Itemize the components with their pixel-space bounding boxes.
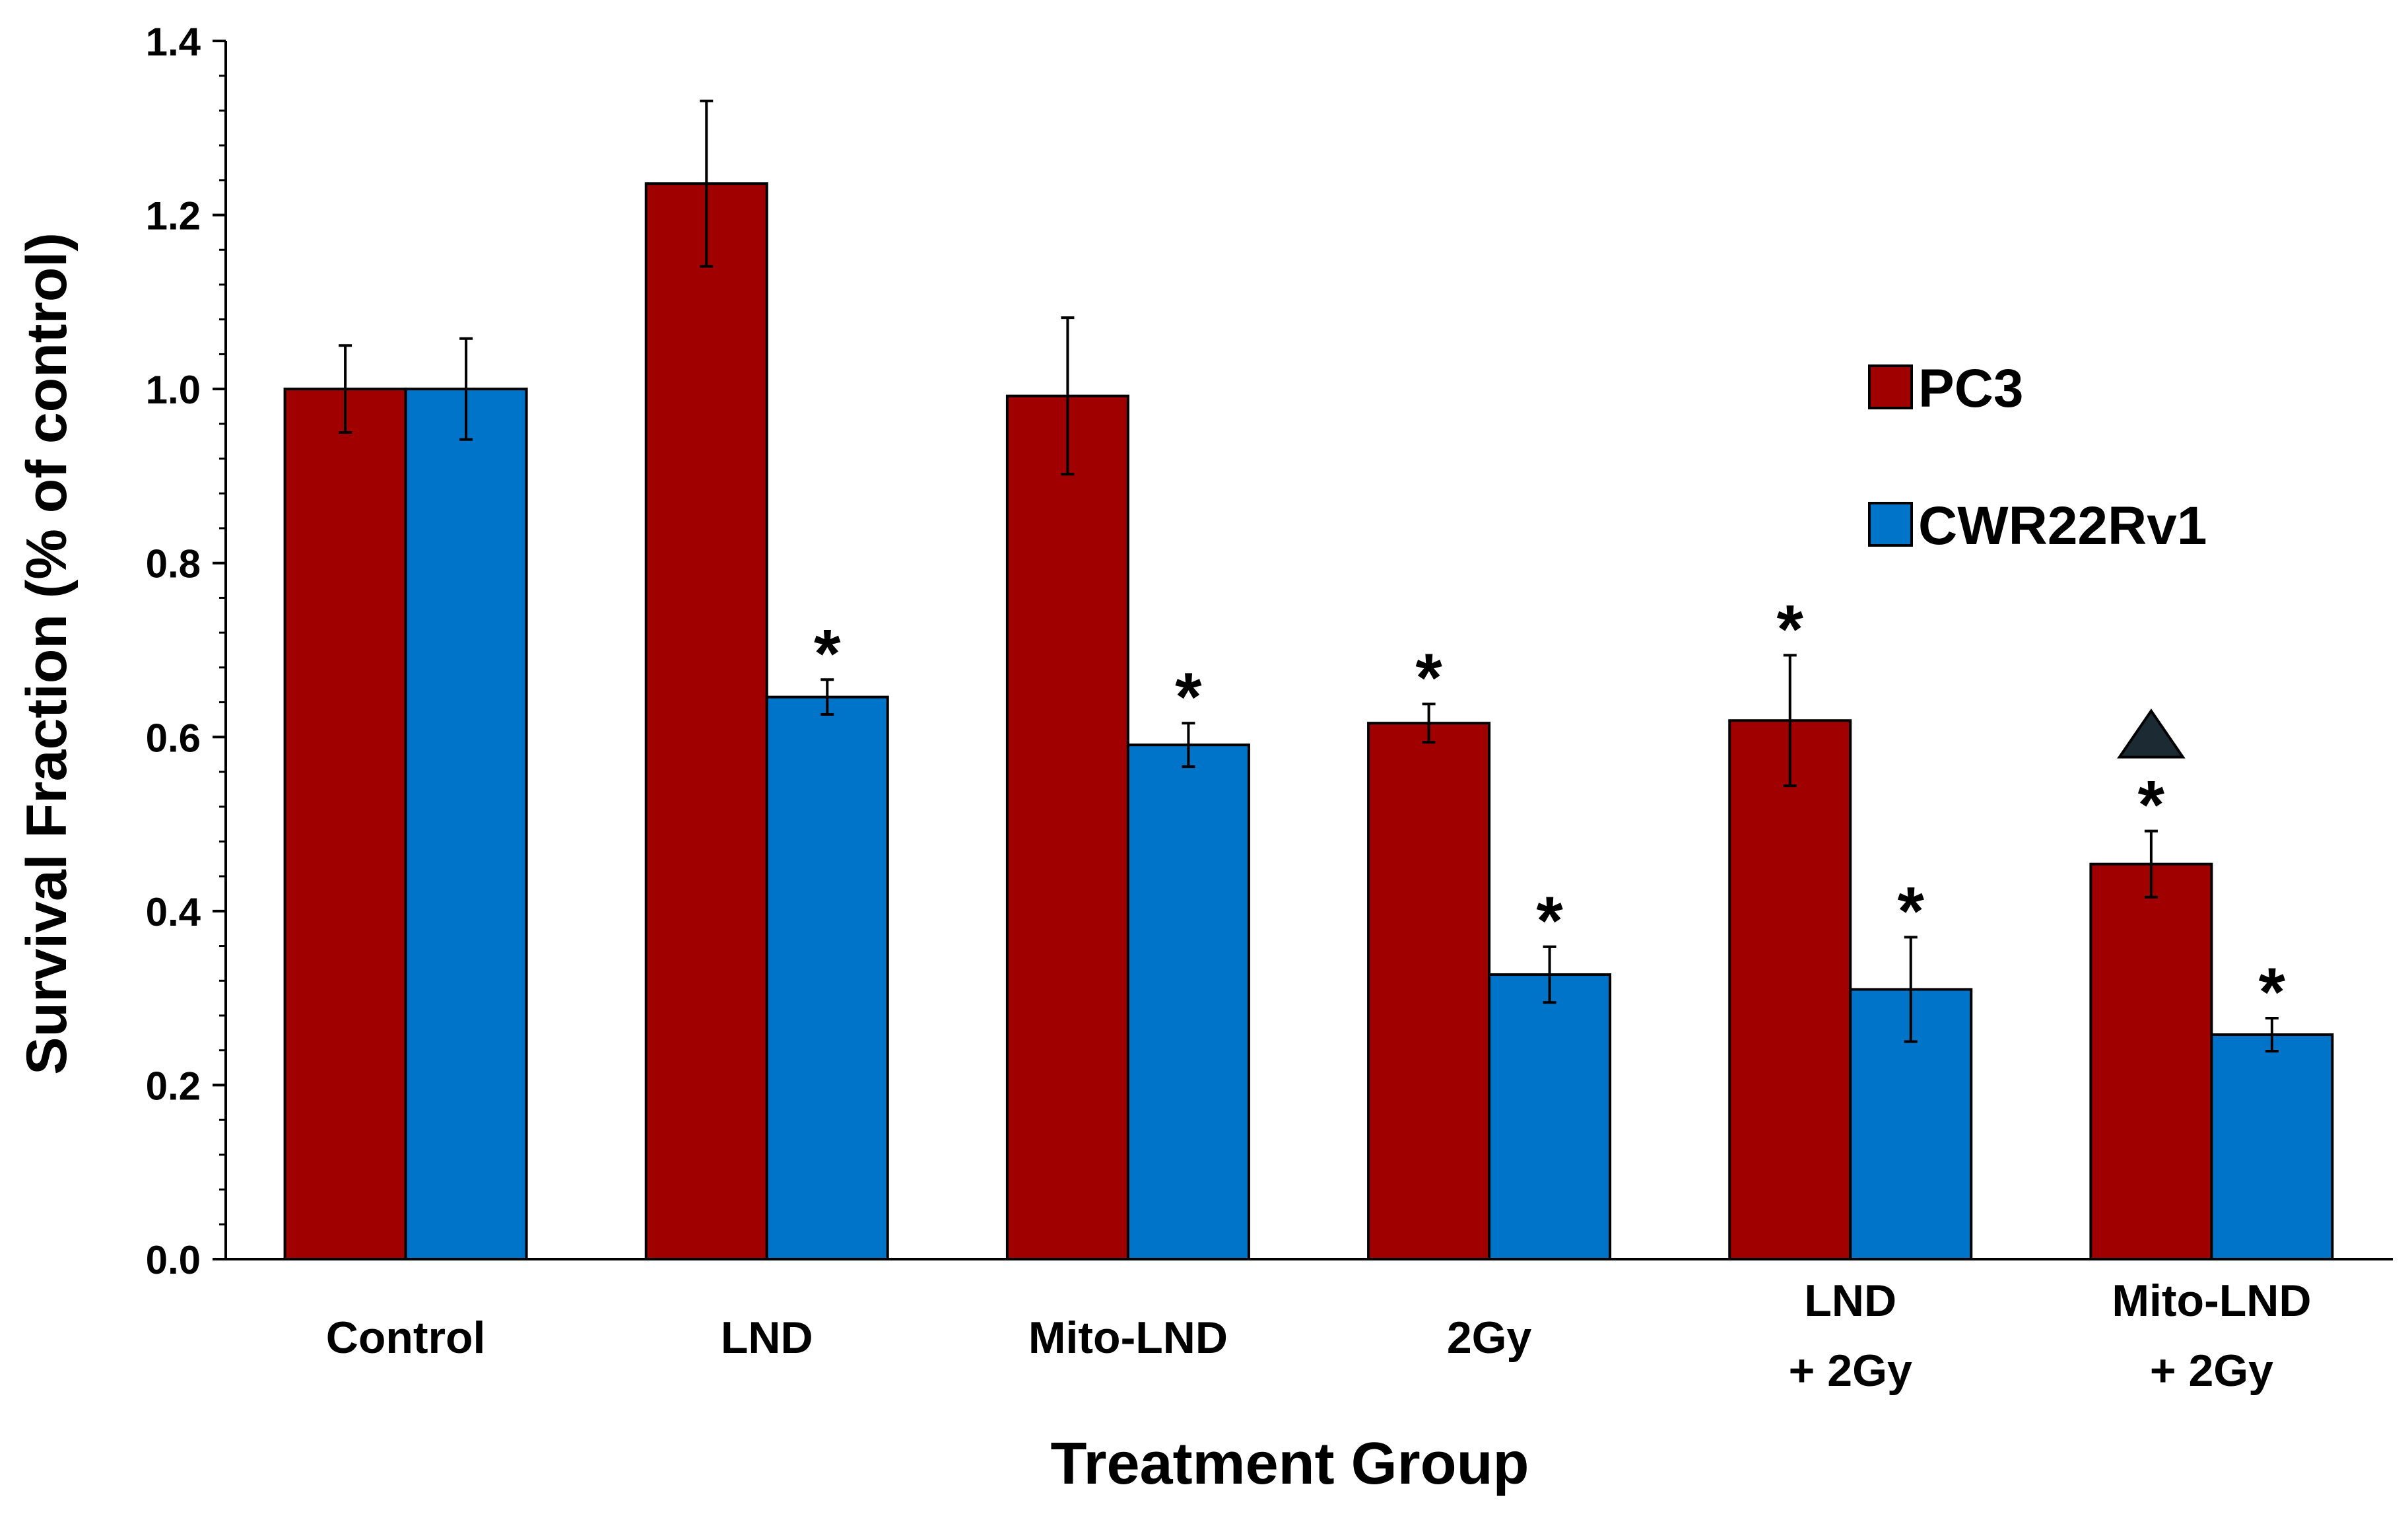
y-tick-label: 0.4	[146, 890, 201, 934]
significance-star: *	[2259, 954, 2286, 1031]
bar-pc3-5	[2089, 862, 2213, 1260]
x-axis-title: Treatment Group	[1050, 1431, 1529, 1497]
y-tick-label: 0.0	[146, 1238, 201, 1282]
y-tick-label: 0.2	[146, 1064, 201, 1108]
significance-star: *	[1175, 659, 1202, 736]
bar-cwr22rv1-3	[1488, 973, 1612, 1260]
bars-layer	[283, 182, 2334, 1261]
bar-cwr22rv1-0	[404, 388, 528, 1261]
y-tick-label: 1.2	[146, 194, 201, 238]
y-axis-ticks	[213, 40, 226, 1260]
axis-labels: 0.0 0.2 0.4 0.6 0.8 1.0 1.2 1.4 Control LND Mito-L…	[15, 20, 2311, 1497]
x-category-label: + 2Gy	[1789, 1346, 1912, 1396]
legend: PC3 CWR22Rv1	[1868, 359, 2207, 556]
bar-cwr22rv1-5	[2210, 1033, 2334, 1260]
y-tick-label: 0.8	[146, 542, 201, 586]
legend-label-pc3: PC3	[1918, 359, 2024, 419]
y-tick-label: 1.0	[146, 368, 201, 412]
bar-pc3-3	[1367, 722, 1491, 1260]
bar-pc3-2	[1005, 394, 1129, 1261]
x-category-label: LND	[721, 1313, 813, 1363]
significance-star: *	[1536, 883, 1563, 959]
bar-cwr22rv1-2	[1126, 743, 1250, 1261]
bar-pc3-1	[644, 182, 768, 1261]
x-category-label: + 2Gy	[2150, 1346, 2273, 1396]
x-category-label: Control	[326, 1313, 486, 1363]
x-category-label: Mito-LND	[1028, 1313, 1228, 1363]
triangle-marker	[2117, 708, 2186, 759]
significance-star: *	[1415, 640, 1442, 716]
legend-label-cwr22rv1: CWR22Rv1	[1918, 496, 2207, 556]
legend-swatch-cwr22rv1	[1868, 502, 1913, 547]
axes	[224, 41, 2393, 1260]
x-category-label: Mito-LND	[2112, 1276, 2311, 1326]
significance-star: *	[814, 615, 841, 692]
bar-cwr22rv1-1	[765, 695, 889, 1260]
significance-star: *	[1777, 591, 1804, 668]
y-tick-label: 0.6	[146, 716, 201, 760]
legend-swatch-pc3	[1868, 364, 1913, 409]
x-category-label: LND	[1804, 1276, 1896, 1326]
x-category-label: 2Gy	[1447, 1313, 1532, 1363]
error-bars-layer	[339, 99, 2279, 1053]
significance-star: *	[2138, 767, 2165, 844]
significance-star: *	[1898, 873, 1925, 949]
significance-markers: * * * * * * * *	[814, 591, 2286, 1031]
y-axis-title: Survival Fraction (% of control)	[15, 232, 79, 1075]
bar-pc3-4	[1728, 719, 1852, 1261]
y-tick-label: 1.4	[146, 20, 201, 64]
bar-pc3-0	[283, 388, 407, 1261]
